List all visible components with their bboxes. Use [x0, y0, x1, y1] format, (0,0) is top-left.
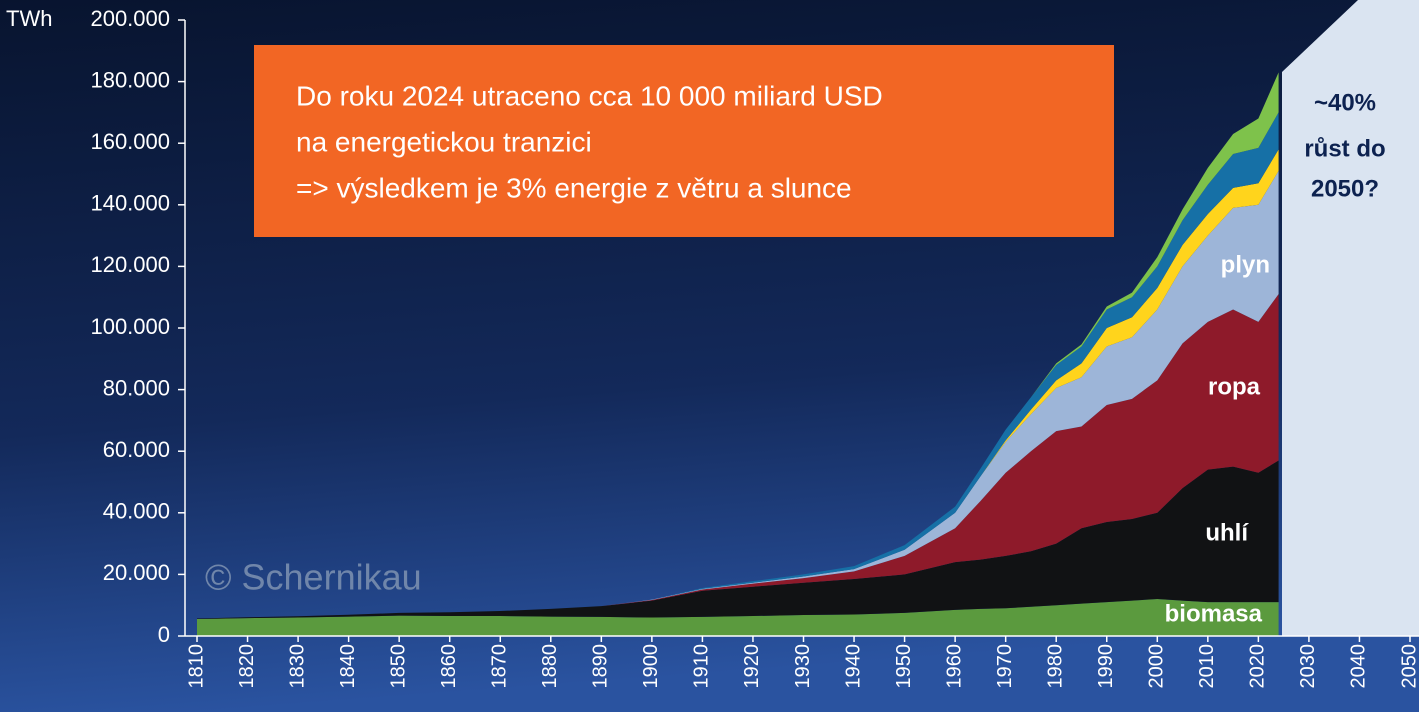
x-tick-label: 1850 [387, 644, 409, 689]
y-tick-label: 180.000 [90, 67, 170, 92]
y-tick-label: 120.000 [90, 252, 170, 277]
x-tick-label: 1990 [1095, 644, 1117, 689]
annotation: => výsledkem je 3% energie z větru a slu… [296, 172, 852, 203]
x-tick-label: 1920 [741, 644, 763, 689]
y-tick-label: 160.000 [90, 129, 170, 154]
x-tick-label: 1930 [792, 644, 814, 689]
x-tick-label: 1910 [691, 644, 713, 689]
x-tick-label: 1870 [489, 644, 511, 689]
annotation: na energetickou tranzici [296, 126, 592, 157]
y-tick-label: 0 [158, 622, 170, 647]
area [197, 149, 1279, 619]
watermark: © Schernikau [205, 557, 422, 598]
x-tick-label: 2040 [1348, 644, 1370, 689]
annotation: Do roku 2024 utraceno cca 10 000 miliard… [296, 80, 883, 111]
series-label: uhlí [1205, 519, 1249, 546]
annotation-box [254, 45, 1114, 237]
area [197, 112, 1279, 619]
y-tick-label: 80.000 [103, 375, 170, 400]
x-tick-label: 1810 [185, 644, 207, 689]
projection-text: růst do [1304, 135, 1385, 162]
area [197, 294, 1279, 619]
x-tick-label: 1940 [842, 644, 864, 689]
series-label: plyn [1221, 251, 1270, 278]
x-tick-label: 1820 [236, 644, 258, 689]
x-tick-label: 1880 [539, 644, 561, 689]
x-tick-label: 2010 [1196, 644, 1218, 689]
x-tick-label: 1950 [893, 644, 915, 689]
y-tick-label: 100.000 [90, 314, 170, 339]
x-tick-label: 2020 [1247, 644, 1269, 689]
x-tick-label: 2050 [1398, 644, 1419, 689]
y-tick-label: 40.000 [103, 499, 170, 524]
x-tick-label: 2030 [1297, 644, 1319, 689]
x-tick-label: 2000 [1146, 644, 1168, 689]
y-tick-label: 60.000 [103, 437, 170, 462]
y-tick-label: 20.000 [103, 560, 170, 585]
y-tick-label: 200.000 [90, 6, 170, 31]
x-tick-label: 1960 [943, 644, 965, 689]
x-tick-label: 1980 [1044, 644, 1066, 689]
y-axis-label: TWh [6, 6, 52, 31]
area [197, 170, 1279, 619]
x-tick-label: 1890 [590, 644, 612, 689]
x-tick-label: 1840 [337, 644, 359, 689]
x-tick-label: 1830 [286, 644, 308, 689]
x-tick-label: 1860 [438, 644, 460, 689]
x-tick-label: 1970 [994, 644, 1016, 689]
projection-text: 2050? [1311, 175, 1379, 202]
series-label: biomasa [1165, 600, 1263, 627]
projection-area [1282, 0, 1419, 636]
area [197, 599, 1279, 636]
series-label: ropa [1208, 373, 1261, 400]
area [197, 460, 1279, 620]
x-tick-label: 1900 [640, 644, 662, 689]
y-tick-label: 140.000 [90, 191, 170, 216]
projection-text: ~40% [1314, 89, 1376, 116]
